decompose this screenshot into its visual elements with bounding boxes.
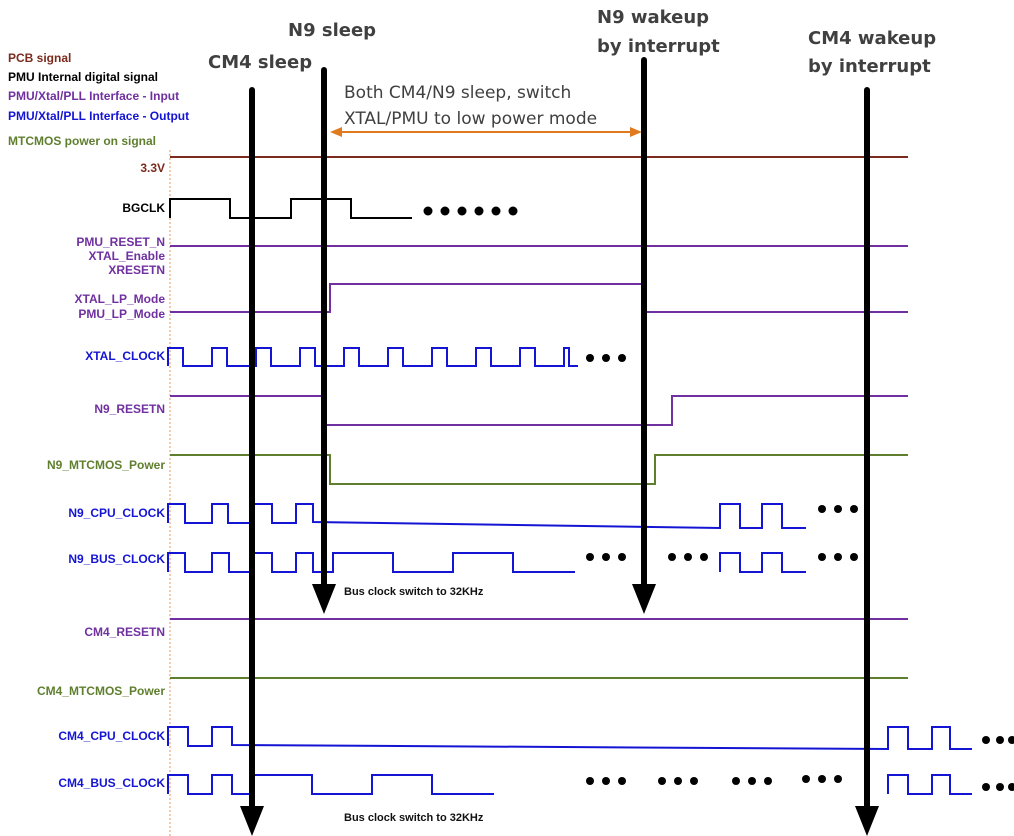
signal-label-n9-bus-clock: N9_BUS_CLOCK [68,552,165,566]
waveform-cm4-cpu-clock [167,726,972,751]
signal-label-pmu-reset-line3: XRESETN [108,263,165,277]
signal-label-lp-mode-line2: PMU_LP_Mode [78,307,165,321]
signal-labels: 3.3V BGCLK PMU_RESET_N XTAL_Enable XRESE… [37,161,165,790]
event-label-cm4-wakeup-line1: CM4 wakeup [808,28,936,49]
signal-label-3v3: 3.3V [140,161,165,175]
down-arrow-icon [855,87,879,836]
event-label-cm4-sleep: CM4 sleep [208,52,312,73]
bus-clock-note-cm4: Bus clock switch to 32KHz [344,812,484,824]
down-arrow-icon [312,67,336,614]
legend-item-interface-output: PMU/Xtal/PLL Interface - Output [8,109,189,123]
ellipsis-dots-icon [818,505,858,513]
waveform-xtal-clock [167,347,578,367]
ellipsis-dots-icon [668,553,708,561]
legend: PCB signal PMU Internal digital signal P… [8,51,189,148]
signal-label-bgclk: BGCLK [122,201,165,215]
signal-label-cm4-resetn: CM4_RESETN [84,625,165,639]
legend-item-mtcmos: MTCMOS power on signal [8,134,156,148]
event-label-n9-wakeup-line2: by interrupt [597,36,720,57]
waveform-n9-bus-clock [167,552,575,573]
waveform-n9-mtcmos [170,454,908,485]
ellipsis-dots-icon [423,206,518,216]
event-labels: CM4 sleep N9 sleep N9 wakeup by interrup… [208,7,936,77]
legend-item-interface-input: PMU/Xtal/PLL Interface - Input [8,89,179,103]
signal-label-cm4-cpu-clock: CM4_CPU_CLOCK [58,729,165,743]
event-label-n9-sleep: N9 sleep [288,20,376,41]
double-headed-arrow-icon [330,127,642,137]
waveform-bgclk [169,198,412,219]
signal-label-cm4-mtcmos: CM4_MTCMOS_Power [37,684,165,698]
waveform-lp-mode [170,283,908,313]
span-note-line2: XTAL/PMU to low power mode [344,109,597,129]
signal-label-lp-mode-line1: XTAL_LP_Mode [75,292,166,306]
signal-label-n9-cpu-clock: N9_CPU_CLOCK [68,506,165,520]
waveform-cm4-bus-clock-resume [887,774,972,795]
ellipsis-dots-icon [802,775,842,783]
event-label-cm4-wakeup-line2: by interrupt [808,56,931,77]
event-label-n9-wakeup-line1: N9 wakeup [597,7,709,28]
bus-clock-note-n9: Bus clock switch to 32KHz [344,586,484,598]
ellipsis-dots-icon [586,777,626,785]
ellipsis-dots-icon [982,783,1014,791]
waveform-n9-resetn [170,395,908,426]
signal-label-pmu-reset-line1: PMU_RESET_N [76,235,165,249]
down-arrow-icon [240,87,264,836]
legend-item-pmu-internal: PMU Internal digital signal [8,70,158,84]
waveform-n9-cpu-clock [167,503,806,530]
span-note-line1: Both CM4/N9 sleep, switch [344,83,571,103]
signal-label-cm4-bus-clock: CM4_BUS_CLOCK [58,776,165,790]
signal-label-xtal-clock: XTAL_CLOCK [85,349,165,363]
down-arrow-icon [632,57,656,614]
ellipsis-dots-icon [658,777,698,785]
ellipsis-dots-icon [818,553,858,561]
waveform-n9-bus-clock-resume [719,552,806,573]
signal-label-n9-resetn: N9_RESETN [94,402,165,416]
ellipsis-dots-icon [586,354,626,362]
legend-item-pcb: PCB signal [8,51,71,65]
signal-label-pmu-reset-line2: XTAL_Enable [89,249,166,263]
ellipsis-dots-icon [586,553,626,561]
signal-label-n9-mtcmos: N9_MTCMOS_Power [47,458,165,472]
waveform-cm4-bus-clock [167,774,494,795]
ellipsis-dots-icon [732,777,772,785]
ellipsis-dots-icon [982,736,1014,744]
